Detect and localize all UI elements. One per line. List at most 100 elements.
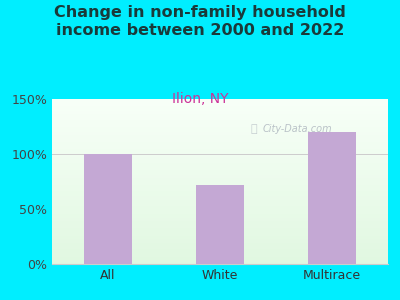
Bar: [52, 241, 388, 242]
Bar: [52, 135, 388, 137]
Bar: [52, 249, 388, 251]
Bar: [52, 106, 388, 107]
Bar: [52, 165, 388, 166]
Bar: [52, 150, 388, 152]
Bar: [52, 246, 388, 247]
Bar: [52, 261, 388, 262]
Bar: [196, 185, 244, 264]
Bar: [52, 155, 388, 157]
Bar: [52, 213, 388, 214]
Text: City-Data.com: City-Data.com: [262, 124, 332, 134]
Bar: [52, 254, 388, 256]
Bar: [52, 239, 388, 241]
Bar: [308, 132, 356, 264]
Bar: [52, 119, 388, 120]
Text: ⦿: ⦿: [250, 124, 257, 134]
Bar: [52, 221, 388, 223]
Bar: [52, 257, 388, 259]
Bar: [52, 233, 388, 234]
Bar: [52, 209, 388, 211]
Bar: [52, 236, 388, 238]
Bar: [52, 193, 388, 195]
Bar: [52, 242, 388, 244]
Bar: [52, 120, 388, 122]
Bar: [52, 178, 388, 180]
Bar: [52, 188, 388, 190]
Bar: [52, 228, 388, 229]
Bar: [52, 224, 388, 226]
Bar: [52, 214, 388, 216]
Bar: [52, 229, 388, 231]
Bar: [52, 175, 388, 176]
Bar: [52, 253, 388, 254]
Bar: [52, 205, 388, 206]
Bar: [52, 99, 388, 100]
Bar: [52, 183, 388, 185]
Bar: [52, 116, 388, 117]
Bar: [52, 203, 388, 205]
Bar: [52, 142, 388, 144]
Bar: [52, 148, 388, 150]
Bar: [52, 198, 388, 200]
Bar: [52, 140, 388, 142]
Bar: [52, 162, 388, 163]
Bar: [52, 139, 388, 140]
Bar: [52, 219, 388, 221]
Text: Ilion, NY: Ilion, NY: [172, 92, 228, 106]
Bar: [52, 154, 388, 155]
Bar: [52, 196, 388, 198]
Bar: [52, 251, 388, 253]
Bar: [52, 186, 388, 188]
Bar: [52, 137, 388, 139]
Bar: [52, 163, 388, 165]
Bar: [52, 104, 388, 106]
Bar: [52, 109, 388, 110]
Bar: [52, 216, 388, 218]
Bar: [52, 143, 388, 145]
Bar: [52, 160, 388, 162]
Bar: [52, 231, 388, 233]
Bar: [52, 248, 388, 249]
Bar: [52, 127, 388, 129]
Bar: [52, 226, 388, 228]
Bar: [52, 134, 388, 135]
Bar: [52, 132, 388, 134]
Bar: [52, 234, 388, 236]
Bar: [52, 112, 388, 114]
Bar: [52, 206, 388, 208]
Bar: [52, 185, 388, 186]
Bar: [52, 208, 388, 209]
Bar: [52, 201, 388, 203]
Bar: [52, 168, 388, 170]
Bar: [52, 172, 388, 173]
Bar: [52, 238, 388, 239]
Bar: [52, 147, 388, 148]
Text: Change in non-family household
income between 2000 and 2022: Change in non-family household income be…: [54, 4, 346, 38]
Bar: [52, 102, 388, 104]
Bar: [52, 122, 388, 124]
Bar: [52, 262, 388, 264]
Bar: [52, 100, 388, 102]
Bar: [52, 117, 388, 119]
Bar: [52, 129, 388, 130]
Bar: [52, 107, 388, 109]
Bar: [52, 190, 388, 191]
Bar: [52, 223, 388, 224]
Bar: [52, 114, 388, 116]
Bar: [52, 130, 388, 132]
Bar: [52, 195, 388, 196]
Bar: [52, 157, 388, 158]
Bar: [52, 170, 388, 172]
Bar: [52, 152, 388, 153]
Bar: [52, 211, 388, 213]
Bar: [52, 259, 388, 261]
Bar: [52, 180, 388, 182]
Bar: [52, 125, 388, 127]
Bar: [52, 182, 388, 183]
Bar: [84, 154, 132, 264]
Bar: [52, 218, 388, 219]
Bar: [52, 158, 388, 160]
Bar: [52, 124, 388, 125]
Bar: [52, 244, 388, 246]
Bar: [52, 191, 388, 193]
